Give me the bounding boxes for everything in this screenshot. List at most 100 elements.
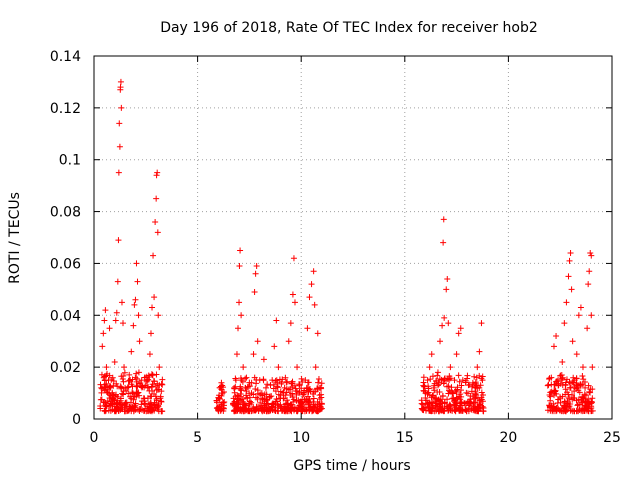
data-point [134, 278, 141, 285]
data-point [301, 390, 308, 397]
data-point [140, 395, 147, 402]
data-point [237, 407, 244, 414]
data-point [570, 395, 577, 402]
data-point [244, 395, 251, 402]
data-point [149, 372, 156, 379]
data-point [434, 372, 441, 379]
data-point [468, 399, 475, 406]
data-point [281, 384, 288, 391]
data-point [126, 371, 133, 378]
data-point [309, 390, 316, 397]
data-point [441, 399, 448, 406]
data-point [146, 374, 153, 381]
data-point [235, 325, 242, 332]
data-point [565, 273, 572, 280]
grid-lines [94, 56, 612, 419]
data-point [299, 378, 306, 385]
data-point [437, 338, 444, 345]
data-point [479, 403, 486, 410]
data-point [289, 393, 296, 400]
data-point [583, 392, 590, 399]
y-tick-label: 0.1 [59, 153, 81, 169]
data-point [426, 405, 433, 412]
data-point [294, 364, 301, 371]
data-point [252, 270, 259, 277]
data-point [273, 396, 280, 403]
data-point [476, 348, 483, 355]
data-point [277, 388, 284, 395]
data-point [105, 377, 112, 384]
data-point [464, 375, 471, 382]
data-point [151, 294, 158, 301]
data-point [118, 299, 125, 306]
data-point [129, 389, 136, 396]
data-point [470, 403, 477, 410]
data-point [581, 391, 588, 398]
data-point [288, 380, 295, 387]
data-point [298, 400, 305, 407]
data-point [131, 301, 138, 308]
data-point [261, 395, 268, 402]
data-point [298, 375, 305, 382]
data-point [135, 312, 142, 319]
data-point [149, 406, 156, 413]
data-point [296, 382, 303, 389]
data-point [441, 314, 448, 321]
data-point [277, 403, 284, 410]
data-point [303, 407, 310, 414]
data-point [461, 400, 468, 407]
data-point [426, 364, 433, 371]
data-point [588, 404, 595, 411]
data-point [125, 377, 132, 384]
data-point [562, 408, 569, 415]
data-point [256, 377, 263, 384]
data-point [440, 380, 447, 387]
data-point [443, 286, 450, 293]
data-point [103, 372, 110, 379]
data-point [445, 407, 452, 414]
data-point [153, 386, 160, 393]
data-point [310, 403, 317, 410]
data-point [588, 312, 595, 319]
data-point [233, 351, 240, 358]
data-point [153, 172, 160, 179]
data-point [472, 384, 479, 391]
data-point [316, 384, 323, 391]
data-point [291, 299, 298, 306]
data-point [145, 400, 152, 407]
data-point [293, 397, 300, 404]
data-point [428, 400, 435, 407]
data-point [563, 299, 570, 306]
data-point [115, 407, 122, 414]
data-point [274, 401, 281, 408]
data-point [440, 239, 447, 246]
data-point [304, 325, 311, 332]
data-point [111, 358, 118, 365]
data-point [251, 407, 258, 414]
data-point [589, 395, 596, 402]
data-point [480, 408, 487, 415]
x-tick-label: 15 [396, 430, 414, 446]
data-point [445, 375, 452, 382]
data-point [271, 343, 278, 350]
y-tick-label: 0.12 [50, 101, 81, 117]
data-point [147, 330, 154, 337]
data-point [121, 369, 128, 376]
data-point [265, 400, 272, 407]
data-point [302, 398, 309, 405]
data-point [219, 390, 226, 397]
data-point [114, 278, 121, 285]
data-point [101, 387, 108, 394]
data-point [132, 296, 139, 303]
data-point [120, 378, 127, 385]
data-point [237, 375, 244, 382]
data-point [444, 275, 451, 282]
data-point [280, 389, 287, 396]
data-points [97, 78, 596, 415]
data-point [101, 317, 108, 324]
data-point [576, 401, 583, 408]
data-point [119, 406, 126, 413]
data-point [570, 408, 577, 415]
data-point [262, 384, 269, 391]
data-point [585, 281, 592, 288]
